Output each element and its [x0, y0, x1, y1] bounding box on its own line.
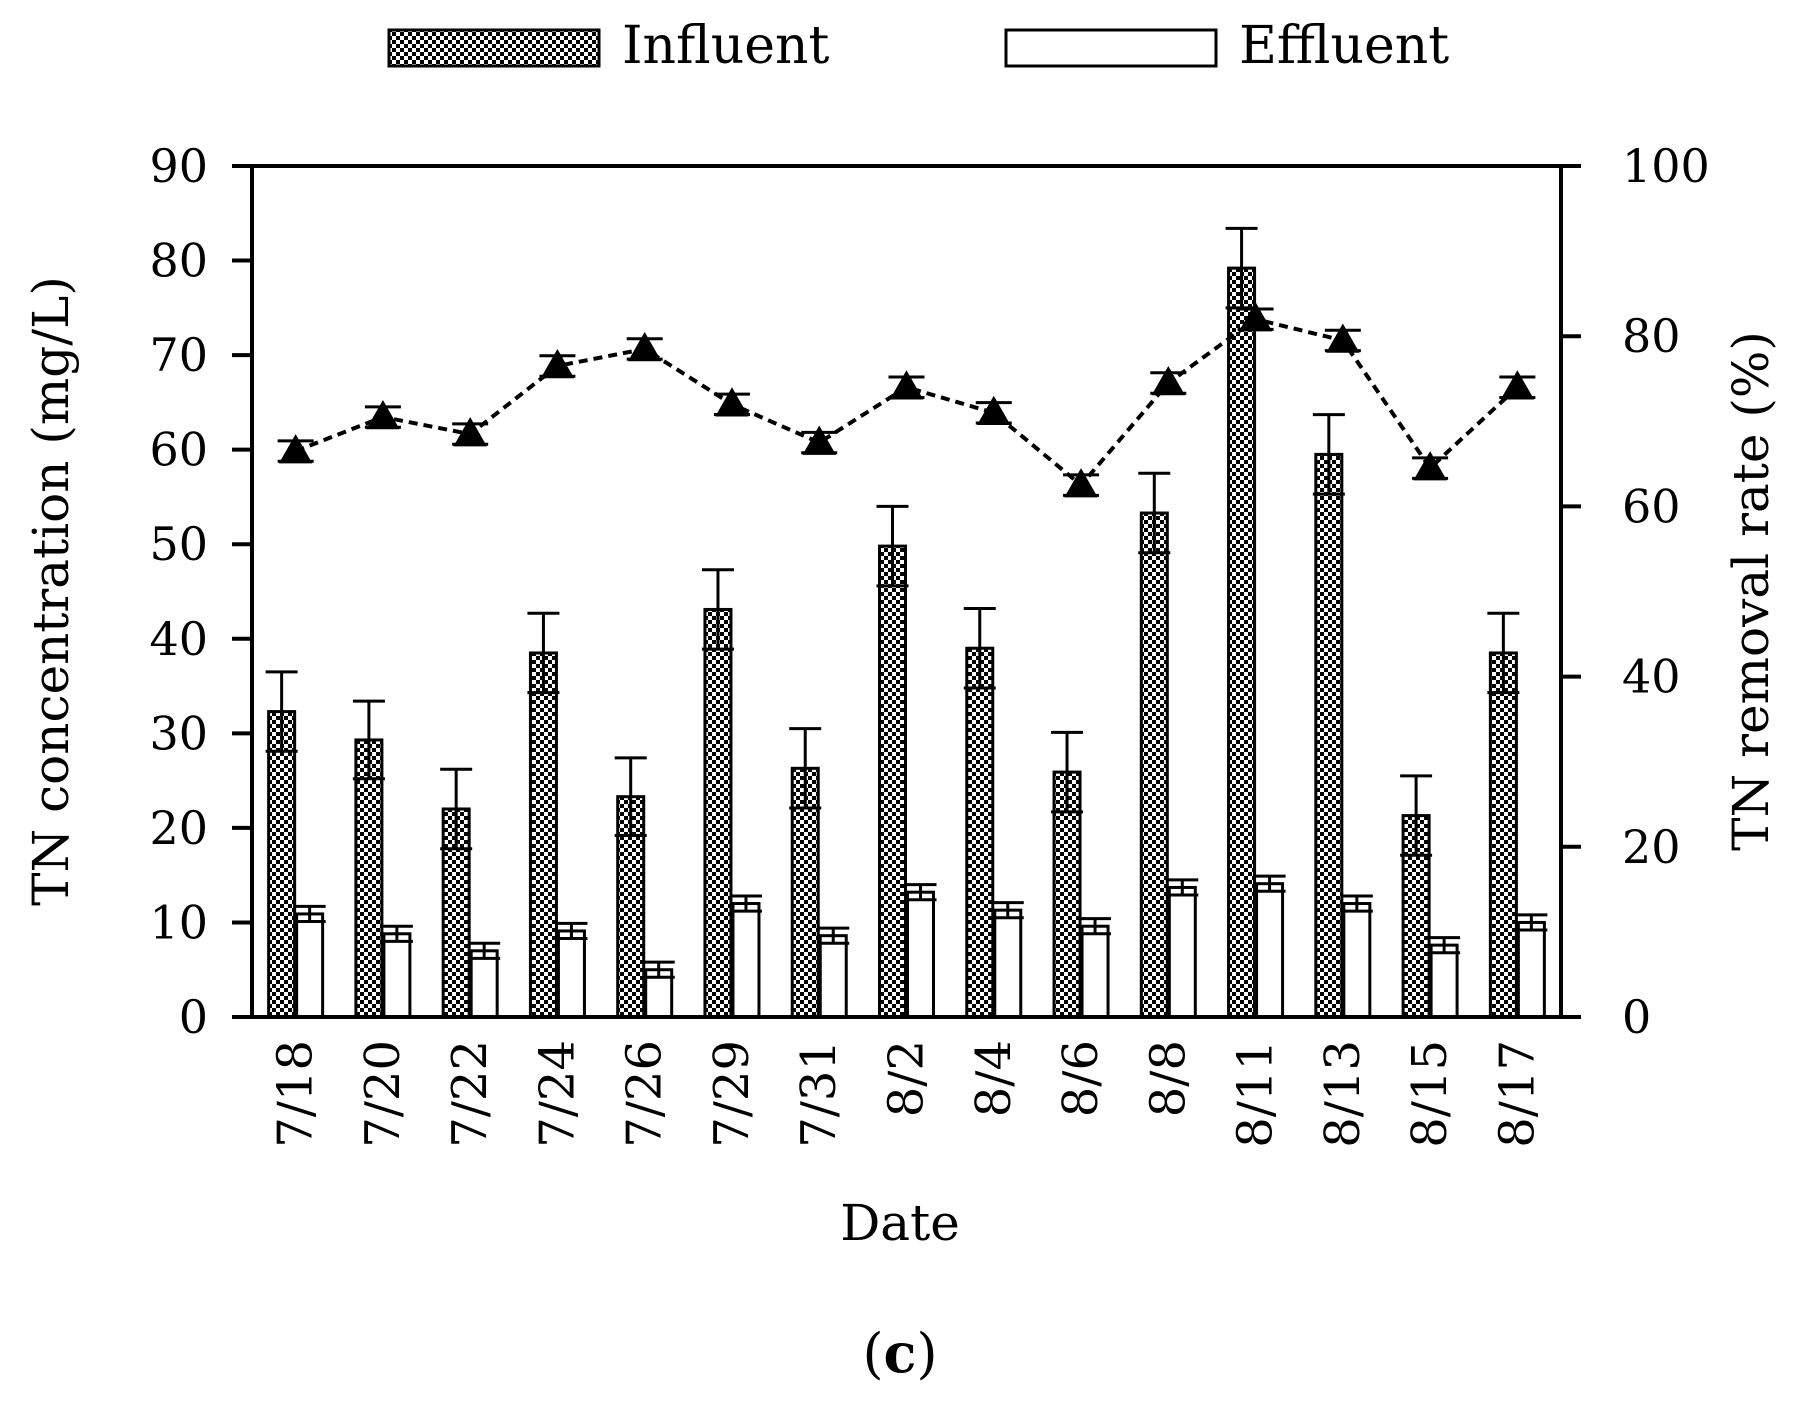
- effluent-bar: [469, 949, 499, 1019]
- removal-rate-marker: [1413, 451, 1447, 481]
- influent-bar: [703, 607, 733, 1019]
- x-tick-label: 8/2: [879, 1040, 935, 1117]
- right-tick-label: 20: [1622, 820, 1681, 874]
- effluent-bar: [818, 934, 848, 1019]
- right-tick-label: 40: [1622, 650, 1681, 704]
- legend-label-influent: Influent: [622, 16, 829, 76]
- influent-bar: [965, 646, 995, 1019]
- influent-bar: [267, 710, 297, 1019]
- x-tick-label: 8/15: [1402, 1040, 1458, 1148]
- x-tick-label: 7/26: [617, 1040, 673, 1148]
- influent-bar: [878, 544, 907, 1019]
- effluent-bar: [1342, 902, 1372, 1019]
- left-axis-ticks: 0 10 20 30 40 50 60 70 80 90: [149, 139, 252, 1044]
- influent-bar: [1314, 452, 1344, 1019]
- x-tick-label: 8/17: [1489, 1040, 1545, 1148]
- influent-bar: [354, 738, 384, 1019]
- left-tick-label: 30: [149, 706, 208, 760]
- right-tick-label: 80: [1622, 309, 1681, 363]
- removal-rate-marker: [1151, 365, 1186, 396]
- plot-frame: [232, 164, 1581, 1019]
- removal-rate-marker: [802, 425, 836, 455]
- x-tick-label: 7/31: [791, 1040, 847, 1148]
- right-axis-title: TN removal rate (%): [1722, 331, 1780, 851]
- legend-swatch-influent: [387, 28, 601, 68]
- influent-bar: [1227, 266, 1257, 1019]
- effluent-bar: [906, 890, 935, 1019]
- left-tick-label: 0: [179, 990, 208, 1044]
- left-tick-label: 70: [149, 328, 208, 382]
- effluent-bar: [382, 932, 412, 1019]
- x-tick-label: 7/29: [704, 1040, 760, 1148]
- bars-layer: [265, 226, 1548, 1019]
- effluent-bar: [1516, 920, 1546, 1019]
- legend-label-effluent: Effluent: [1239, 16, 1449, 76]
- influent-bar: [1139, 511, 1169, 1019]
- right-tick-label: 100: [1622, 139, 1710, 193]
- x-tick-label: 8/11: [1228, 1040, 1284, 1148]
- right-axis-ticks: 0 20 40 60 80 100: [1561, 139, 1710, 1044]
- effluent-bar: [1080, 924, 1110, 1019]
- left-tick-label: 60: [149, 423, 208, 477]
- x-axis-title: Date: [840, 1194, 960, 1252]
- effluent-bar: [1255, 882, 1285, 1019]
- removal-rate-marker: [1326, 323, 1360, 353]
- legend: Influent Effluent: [387, 16, 1449, 76]
- effluent-bar: [556, 929, 586, 1019]
- x-tick-label: 7/24: [529, 1040, 585, 1148]
- panel-label: (c): [862, 1321, 937, 1385]
- x-tick-label: 7/18: [268, 1040, 324, 1148]
- right-tick-label: 0: [1622, 990, 1651, 1044]
- left-tick-label: 20: [149, 801, 208, 855]
- removal-rate-marker: [453, 417, 487, 447]
- removal-rate-line-layer: [277, 302, 1536, 498]
- x-tick-label: 8/6: [1053, 1040, 1109, 1117]
- x-tick-label: 8/4: [966, 1040, 1022, 1117]
- removal-rate-marker: [1238, 302, 1273, 332]
- removal-rate-marker: [1064, 468, 1098, 498]
- left-tick-label: 90: [149, 139, 208, 193]
- right-tick-label: 60: [1622, 479, 1681, 533]
- x-tick-label: 8/8: [1140, 1040, 1196, 1117]
- removal-rate-marker: [889, 370, 924, 400]
- left-axis-title: TN concentration (mg/L): [22, 276, 80, 906]
- removal-rate-marker: [1500, 370, 1535, 400]
- left-tick-label: 40: [149, 612, 208, 666]
- effluent-bar: [731, 902, 761, 1019]
- removal-rate-marker: [627, 331, 662, 362]
- left-tick-label: 50: [149, 517, 208, 571]
- legend-swatch-effluent: [1004, 28, 1218, 68]
- effluent-bar: [993, 908, 1023, 1019]
- x-tick-label: 8/13: [1315, 1040, 1371, 1148]
- influent-bar: [1488, 651, 1518, 1019]
- removal-rate-marker: [977, 395, 1011, 426]
- removal-rate-marker: [278, 434, 313, 464]
- removal-rate-marker: [715, 387, 749, 417]
- effluent-bar: [1167, 885, 1197, 1019]
- panel-label-letter: c: [884, 1321, 917, 1385]
- left-tick-label: 80: [149, 234, 208, 288]
- removal-rate-marker: [366, 400, 400, 430]
- effluent-bar: [295, 912, 325, 1019]
- influent-bar: [528, 651, 558, 1019]
- effluent-bar: [1429, 943, 1459, 1019]
- x-axis-category-labels: 7/18 7/20 7/22 7/24 7/26 7/29 7/31 8/2 8/4 8/6 8/8…: [268, 1040, 1546, 1148]
- x-tick-label: 7/22: [442, 1040, 498, 1148]
- left-tick-label: 10: [149, 895, 208, 949]
- x-tick-label: 7/20: [355, 1040, 411, 1148]
- removal-rate-marker: [540, 348, 575, 379]
- removal-rate-line: [294, 317, 1519, 488]
